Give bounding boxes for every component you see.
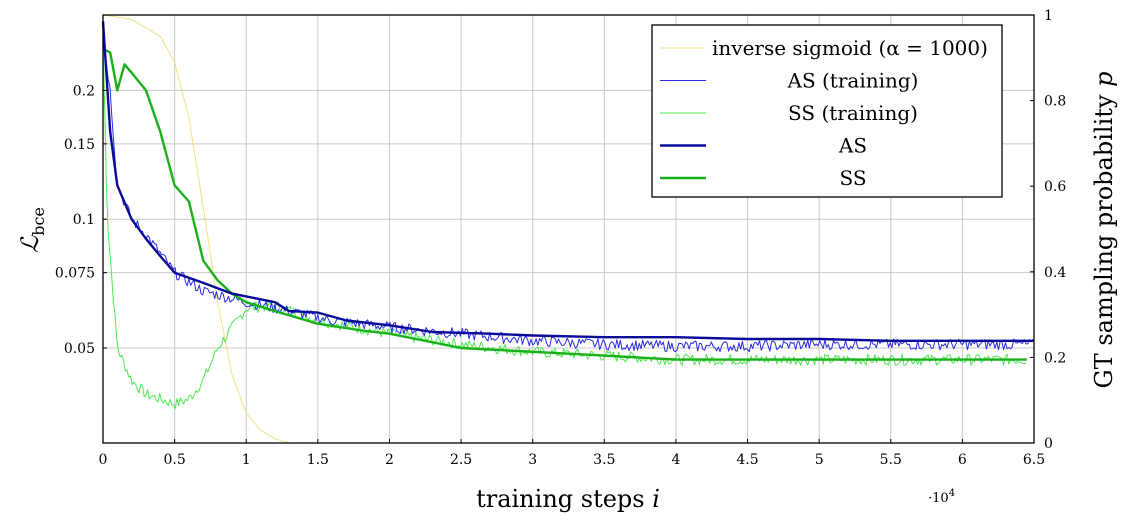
legend-label: inverse sigmoid (α = 1000) [712,36,988,60]
x-tick-label: 6 [958,452,967,468]
y-left-tick-label: 0.2 [73,83,95,99]
x-tick-label: 5.5 [880,452,902,468]
legend-label: AS [838,134,867,158]
y-right-tick-label: 0.6 [1044,179,1066,195]
x-multiplier: ·104 [928,488,955,506]
y-right-ticks: 0 0.2 0.4 0.6 0.8 1 [1030,8,1066,452]
plot-frame [102,14,1035,444]
x-tick-label: 2 [385,452,394,468]
x-tick-label: 3.5 [593,452,615,468]
y-right-tick-label: 0.4 [1044,265,1066,281]
x-ticks: 0 0.5 1 1.5 2 2.5 3 3.5 4 4.5 5 5.5 6 6.5 [99,439,1045,468]
x-tick-label: 2.5 [450,452,472,468]
y-left-tick-label: 0.075 [55,266,95,282]
series-line-ss-training [102,34,1027,410]
svg-text:GT sampling probability p: GT sampling probability p [1090,72,1118,389]
x-tick-label: 5 [815,452,824,468]
x-tick-label: 1.5 [307,452,329,468]
y-left-tick-label: 0.15 [64,137,95,153]
x-axis-label: training steps i [476,485,660,513]
x-tick-label: 0.5 [163,452,185,468]
x-tick-label: 1 [242,452,251,468]
legend: inverse sigmoid (α = 1000) AS (training) S… [651,24,1003,198]
series-line-inverse-sigmoid-1000 [102,14,1034,444]
y-left-tick-label: 0.1 [73,212,95,228]
series-line-ss [102,47,1027,361]
legend-box [651,24,1003,198]
x-tick-label: 0 [99,452,108,468]
y-right-tick-label: 0.8 [1044,94,1066,110]
legend-label: SS [839,166,866,190]
x-tick-label: 4 [671,452,680,468]
svg-text:ℒbce: ℒbce [16,207,48,253]
y-left-ticks: 0.05 0.075 0.1 0.15 0.2 [55,83,107,357]
legend-label: SS (training) [788,101,918,125]
y-right-tick-label: 0 [1044,436,1053,452]
x-tick-label: 4.5 [736,452,758,468]
series-line-as [101,21,1034,342]
y-right-tick-label: 1 [1044,8,1053,24]
y-right-axis-label: GT sampling probability p [1090,72,1118,389]
x-tick-label: 3 [528,452,537,468]
y-left-tick-label: 0.05 [64,341,95,357]
y-left-axis-label: ℒbce [16,207,48,253]
series-layer [101,14,1034,444]
legend-label: AS (training) [787,69,919,93]
y-right-tick-label: 0.2 [1044,350,1066,366]
x-tick-label: 6.5 [1023,452,1045,468]
